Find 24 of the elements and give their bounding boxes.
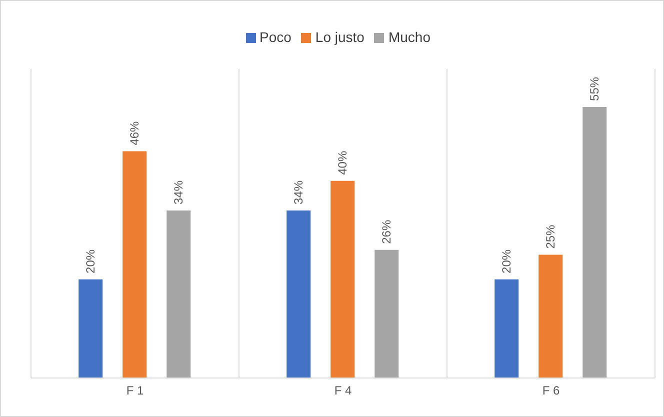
- bar: [330, 180, 355, 378]
- data-label: 20%: [500, 249, 514, 274]
- x-tick-label: F 6: [542, 384, 560, 398]
- data-label: 40%: [336, 150, 350, 175]
- bar: [166, 210, 191, 378]
- bar: [78, 279, 103, 378]
- x-tick-label: F 1: [126, 384, 144, 398]
- x-tick-label: F 4: [334, 384, 352, 398]
- data-label: 34%: [292, 180, 306, 204]
- legend-label: Mucho: [388, 29, 430, 45]
- bar: [494, 279, 519, 378]
- legend-label: Lo justo: [315, 29, 364, 45]
- bar: [122, 151, 147, 378]
- legend-label: Poco: [260, 29, 292, 45]
- bar: [286, 210, 311, 378]
- data-label: 20%: [84, 249, 98, 274]
- data-label: 55%: [588, 76, 602, 101]
- data-label: 34%: [172, 180, 186, 204]
- data-label: 25%: [544, 224, 558, 249]
- data-label: 26%: [380, 220, 394, 244]
- bar: [582, 106, 607, 378]
- bar: [538, 254, 563, 378]
- data-label: 46%: [128, 120, 142, 146]
- bar: [374, 250, 399, 378]
